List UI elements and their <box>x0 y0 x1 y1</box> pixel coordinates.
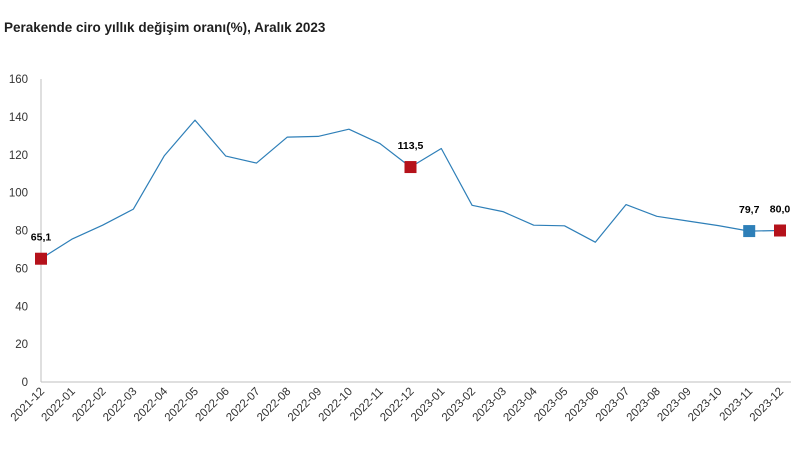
y-tick-labels: 0 20 40 60 80 100 120 140 160 <box>9 74 28 389</box>
y-tick-label: 0 <box>22 377 28 389</box>
y-tick-label: 120 <box>9 150 28 162</box>
x-tick-label: 2023-12 <box>748 386 786 424</box>
data-label: 113,5 <box>398 140 424 152</box>
chart-title: Perakende ciro yıllık değişim oranı(%), … <box>4 20 326 35</box>
data-label: 80,0 <box>770 204 791 216</box>
y-tick-label: 100 <box>9 188 28 200</box>
y-tick-label: 60 <box>15 263 28 275</box>
data-label: 65,1 <box>31 232 52 244</box>
x-tick-label: 2022-10 <box>317 386 355 424</box>
data-label: 79,7 <box>739 204 760 216</box>
data-marker <box>404 161 417 174</box>
y-tick-label: 20 <box>15 339 28 351</box>
data-marker <box>774 224 786 237</box>
x-tick-label: 2023-10 <box>686 386 724 424</box>
data-marker <box>35 252 47 265</box>
data-marker <box>743 225 756 238</box>
y-tick-label: 40 <box>15 301 28 313</box>
y-tick-label: 160 <box>9 74 28 86</box>
x-tick-labels: 2021-122022-012022-022022-032022-042022-… <box>9 385 786 424</box>
marker-layer: 65,1 113,5 79,7 80,0 <box>31 140 791 265</box>
y-tick-label: 140 <box>9 112 28 124</box>
y-tick-label: 80 <box>15 226 28 238</box>
